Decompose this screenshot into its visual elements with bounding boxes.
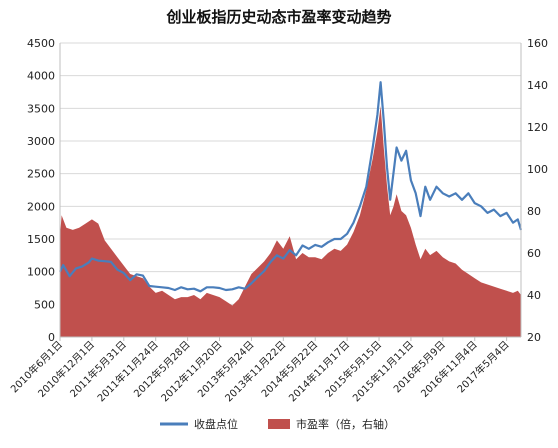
y-right-tick-label: 60	[527, 247, 541, 260]
y-left-tick-label: 1000	[27, 266, 55, 279]
y-right-tick-label: 140	[527, 79, 548, 92]
chart-title: 创业板指历史动态市盈率变动趋势	[165, 8, 391, 26]
legend-pe-ratio-label: 市盈率（倍，右轴）	[296, 417, 395, 431]
y-left-tick-label: 3000	[27, 135, 55, 148]
legend: 收盘点位 市盈率（倍，右轴）	[160, 417, 395, 431]
y-right-tick-label: 20	[527, 331, 541, 344]
y-left-tick-label: 500	[34, 298, 55, 311]
y-left-tick-label: 0	[48, 331, 55, 344]
y-right-tick-label: 160	[527, 37, 548, 50]
plot-area	[59, 81, 523, 337]
pe-ratio-area	[60, 106, 521, 337]
legend-close-price-label: 收盘点位	[194, 417, 238, 431]
close-price-line	[59, 81, 523, 293]
y-right-tick-label: 80	[527, 205, 541, 218]
y-right-tick-label: 40	[527, 289, 541, 302]
y-left-tick-label: 2500	[27, 168, 55, 181]
y-right-tick-label: 100	[527, 163, 548, 176]
y-left-tick-label: 3500	[27, 102, 55, 115]
y-left-tick-label: 4000	[27, 70, 55, 83]
y-right-tick-label: 120	[527, 121, 548, 134]
legend-pe-ratio-swatch	[268, 419, 290, 429]
y-left-tick-label: 1500	[27, 233, 55, 246]
y-left-tick-label: 2000	[27, 200, 55, 213]
y-left-tick-label: 4500	[27, 37, 55, 50]
